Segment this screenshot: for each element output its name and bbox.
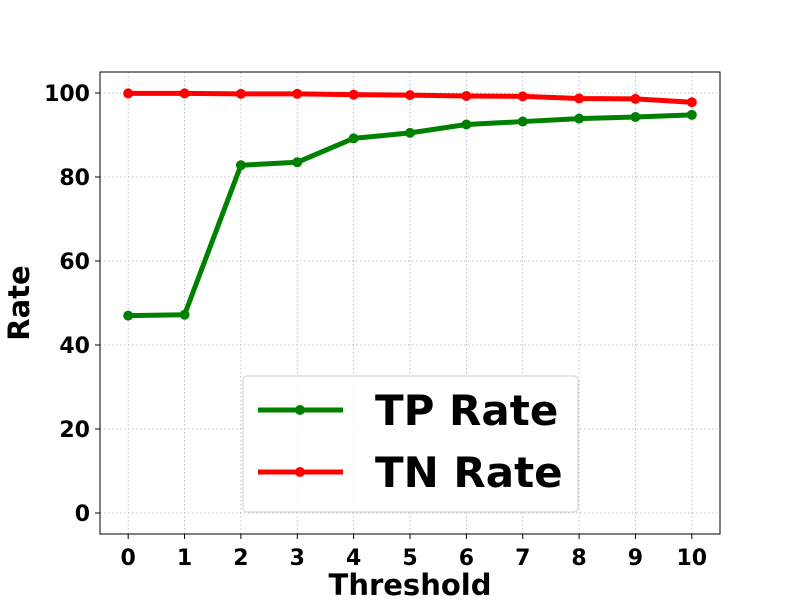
y-tick-label: 80 [59, 166, 90, 191]
data-point [179, 88, 190, 99]
data-point [179, 309, 190, 320]
legend-marker [295, 405, 305, 415]
legend-marker [295, 467, 305, 477]
data-point [235, 88, 246, 99]
x-tick-label: 3 [290, 546, 305, 571]
data-point [517, 116, 528, 127]
x-tick-label: 9 [628, 546, 643, 571]
data-point [686, 109, 697, 120]
data-point [461, 90, 472, 101]
x-tick-label: 10 [677, 546, 708, 571]
data-point [123, 310, 134, 321]
x-tick-label: 2 [233, 546, 248, 571]
x-tick-label: 5 [402, 546, 417, 571]
legend: TP Rate TN Rate [242, 375, 579, 513]
x-tick-label: 4 [346, 546, 361, 571]
data-point [461, 119, 472, 130]
y-tick-label: 60 [59, 250, 90, 275]
data-point [348, 89, 359, 100]
legend-label: TP Rate [375, 386, 558, 435]
series-layer [123, 88, 697, 321]
data-point [630, 93, 641, 104]
x-tick-label: 6 [459, 546, 474, 571]
data-point [292, 88, 303, 99]
data-point [405, 90, 415, 101]
x-tick-label: 1 [177, 546, 192, 571]
data-point [574, 93, 585, 104]
y-tick-label: 0 [75, 502, 90, 527]
data-point [405, 127, 415, 138]
data-point [292, 157, 303, 168]
data-point [686, 97, 697, 108]
legend-label: TN Rate [375, 448, 563, 497]
x-axis-label: Threshold [329, 568, 492, 600]
data-point [574, 113, 585, 124]
data-point [348, 133, 359, 144]
data-point [517, 91, 528, 102]
data-point [630, 111, 641, 122]
y-tick-label: 40 [59, 334, 90, 359]
x-tick-label: 7 [515, 546, 530, 571]
x-tick-label: 8 [571, 546, 586, 571]
y-tick-label: 20 [59, 418, 90, 443]
y-axis-label: Rate [2, 265, 36, 340]
legend-items: TP Rate TN Rate [258, 386, 563, 497]
data-point [235, 160, 246, 171]
data-point [123, 88, 134, 99]
x-tick-label: 0 [121, 546, 136, 571]
y-tick-label: 100 [44, 82, 90, 107]
